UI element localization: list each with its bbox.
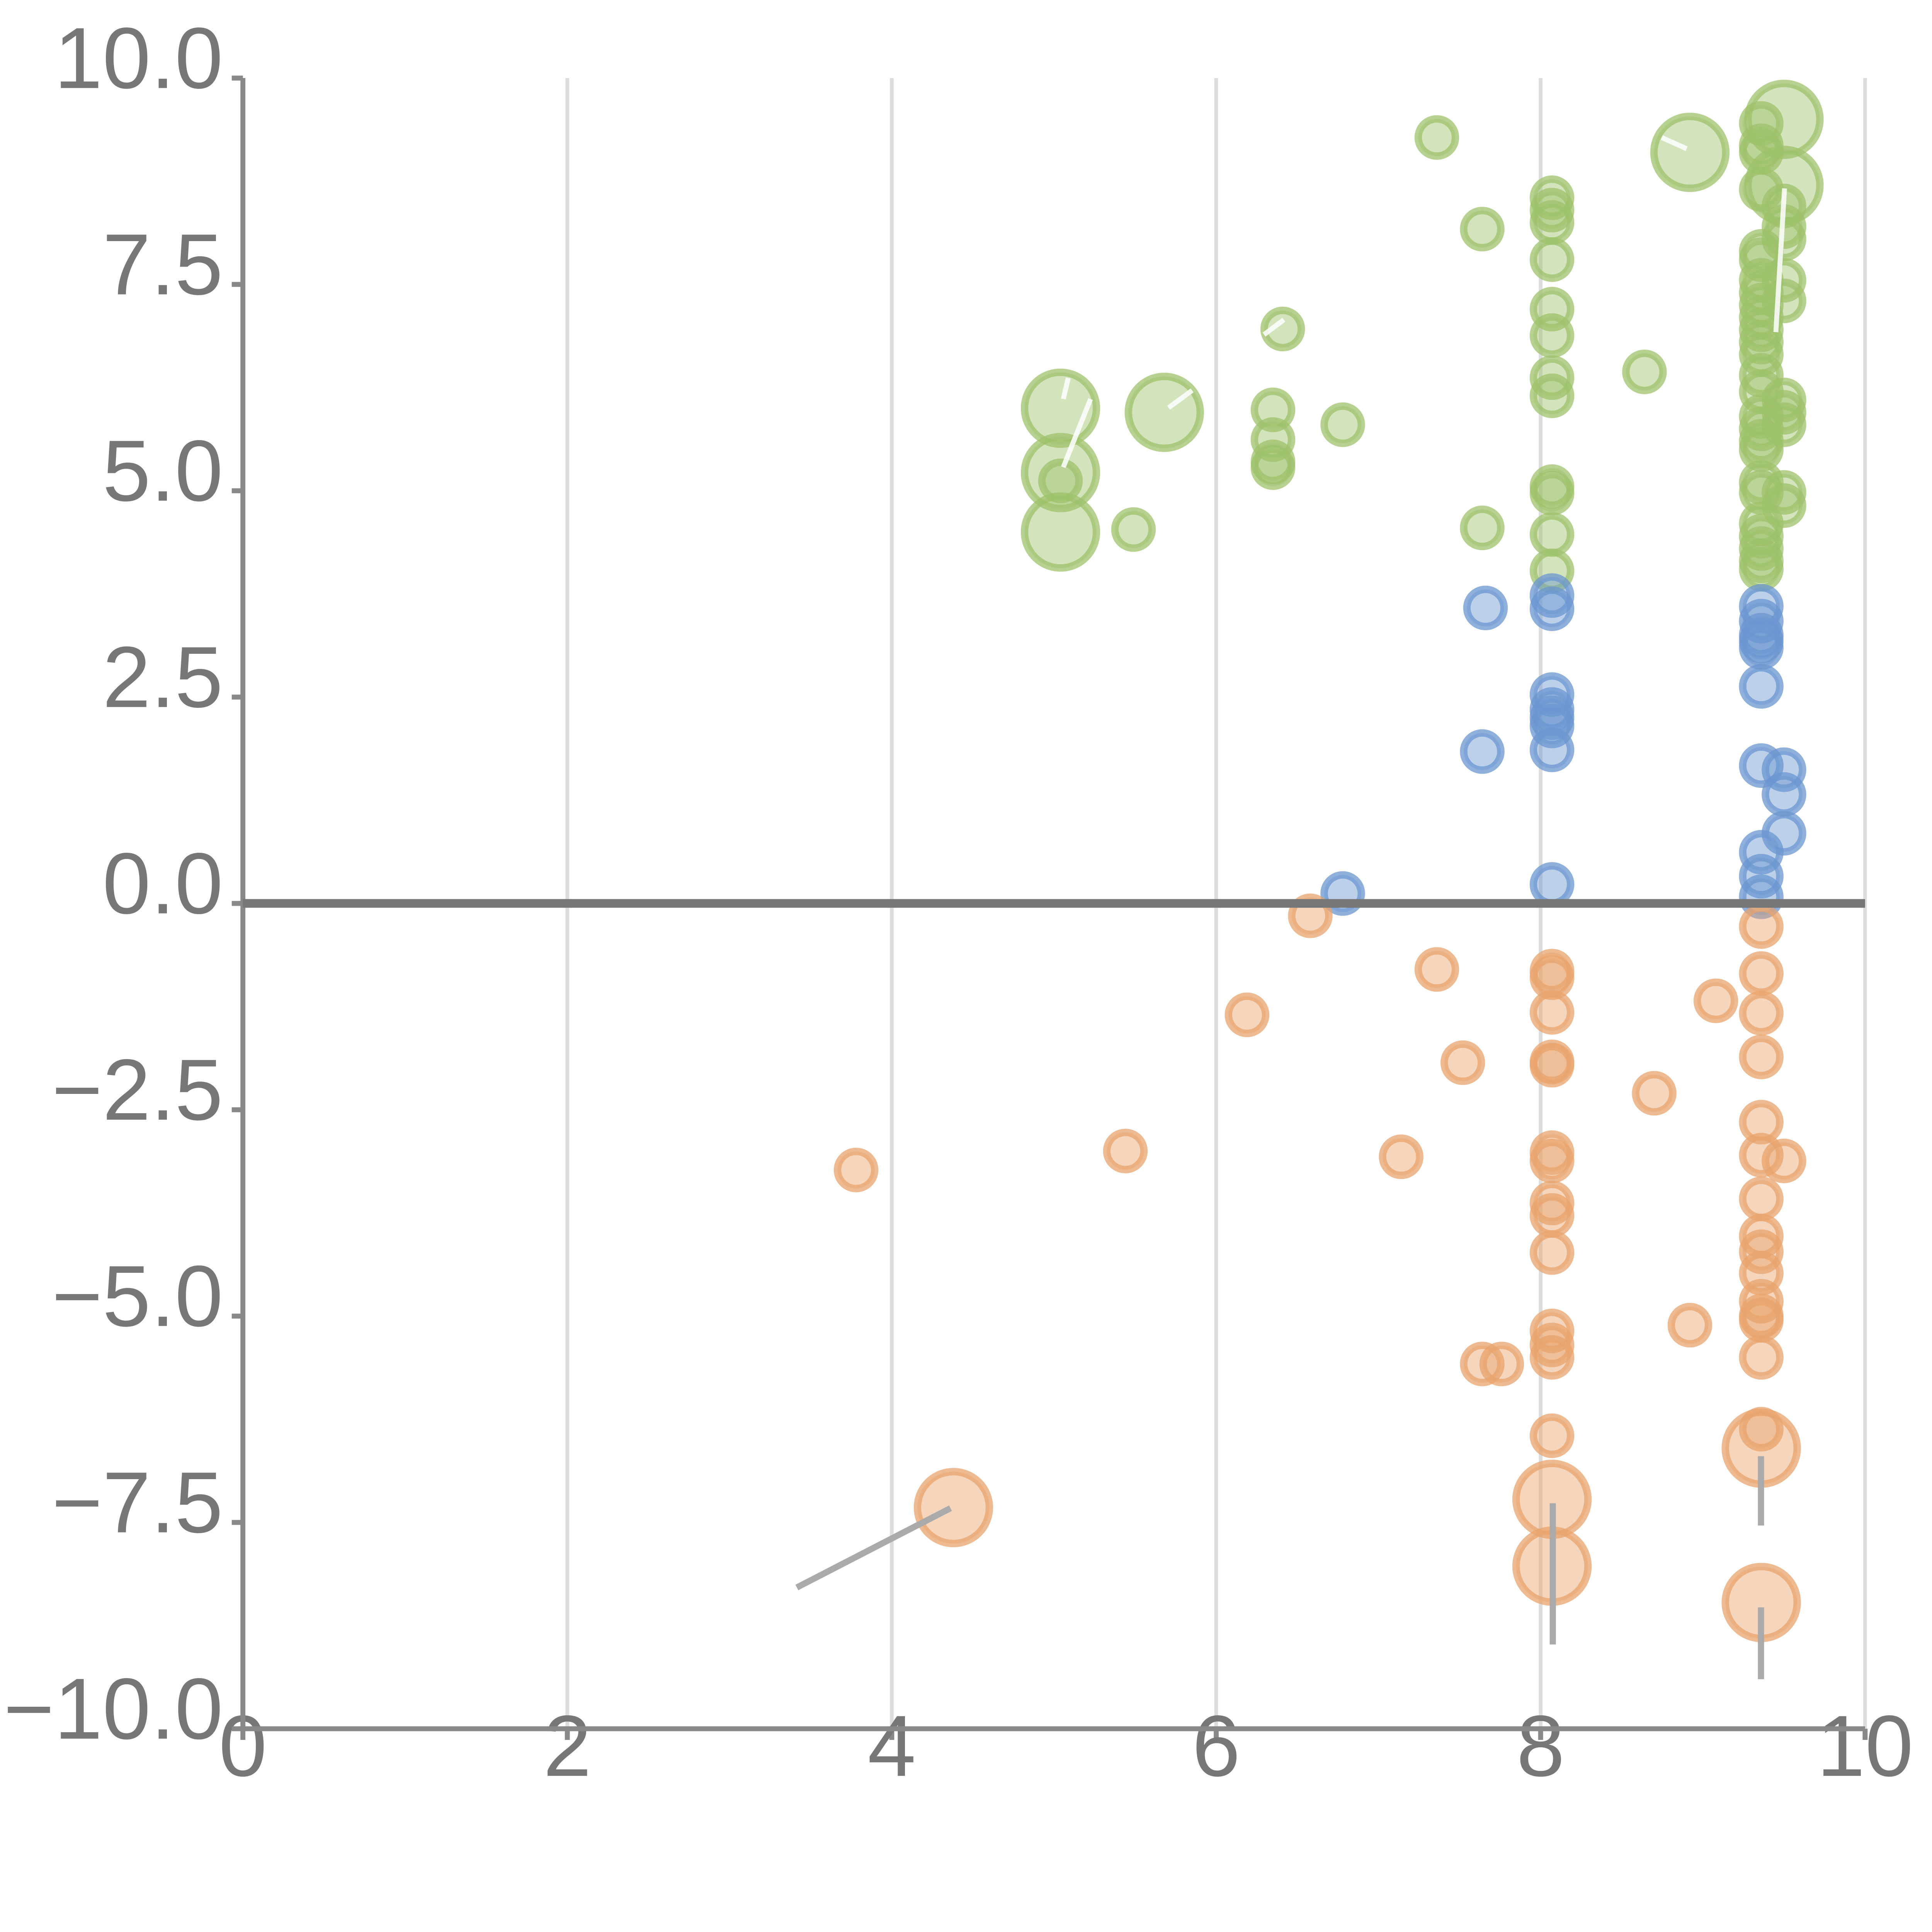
data-point-green: [1529, 471, 1575, 516]
y-tick-label: 10.0: [54, 10, 223, 107]
callout-leader-line: [795, 1505, 952, 1590]
data-point-green: [1622, 349, 1667, 395]
x-tick-label: 10: [1817, 1697, 1913, 1794]
data-point-orange: [1739, 1100, 1784, 1145]
data-point-green: [1529, 188, 1575, 233]
data-point-orange: [1529, 1413, 1575, 1458]
data-point-green: [1529, 373, 1575, 418]
x-tick-label: 8: [1517, 1697, 1565, 1794]
data-point-green: [1529, 313, 1575, 358]
data-point-green: [1414, 115, 1459, 160]
data-point-green: [1529, 200, 1575, 245]
y-tick-label: −2.5: [52, 1041, 223, 1138]
data-point-green: [1739, 320, 1784, 365]
data-point-orange: [1414, 947, 1459, 992]
data-point-orange: [1529, 1193, 1575, 1238]
data-point-green: [1529, 512, 1575, 557]
data-point-green: [1124, 372, 1204, 452]
x-tick-label: 6: [1192, 1697, 1240, 1794]
data-point-orange: [1632, 1071, 1677, 1116]
callout-leader-line: [1167, 388, 1194, 410]
data-point-orange: [1739, 991, 1784, 1036]
data-point-green: [1020, 492, 1100, 572]
data-point-orange: [1440, 1040, 1485, 1085]
data-point-orange: [1479, 1342, 1524, 1386]
data-point-green: [1250, 445, 1296, 490]
data-point-orange: [913, 1468, 993, 1548]
data-point-green: [1762, 470, 1806, 515]
data-point-orange: [1529, 1230, 1575, 1275]
data-point-orange: [1529, 1180, 1575, 1226]
data-point-green: [1529, 237, 1575, 282]
data-point-orange: [1739, 1335, 1784, 1380]
data-point-green: [1460, 207, 1505, 252]
data-point-orange: [1739, 1298, 1784, 1343]
data-point-blue: [1460, 729, 1505, 774]
callout-leader-line: [1661, 135, 1688, 151]
y-tick-label: 5.0: [102, 422, 223, 519]
data-point-blue: [1529, 573, 1575, 618]
data-point-blue: [1762, 772, 1806, 817]
data-point-orange: [1103, 1129, 1148, 1173]
data-point-orange: [833, 1148, 879, 1192]
data-point-orange: [1529, 1138, 1575, 1184]
data-point-green: [1739, 427, 1784, 472]
y-tick-label: 7.5: [102, 216, 223, 313]
data-point-blue: [1529, 862, 1575, 907]
data-point-orange: [1379, 1134, 1423, 1179]
callout-layer: [795, 135, 1787, 1679]
data-point-blue: [1739, 664, 1784, 709]
data-point-green: [1320, 402, 1365, 447]
y-tick-label: 0.0: [102, 835, 223, 932]
data-point-orange: [1529, 1323, 1575, 1367]
data-point-orange: [1739, 951, 1784, 996]
data-point-orange: [1762, 1138, 1806, 1184]
data-point-orange: [1529, 990, 1575, 1035]
bubble-layer: [833, 80, 1824, 1642]
y-tick-label: 2.5: [102, 629, 223, 726]
data-point-green: [1111, 507, 1156, 552]
callout-leader-line: [1773, 188, 1787, 332]
y-tick-label: −5.0: [52, 1248, 223, 1345]
y-tick-label: −10.0: [3, 1660, 223, 1757]
data-point-green: [1250, 387, 1296, 432]
data-point-blue: [1529, 728, 1575, 772]
data-point-orange: [1739, 904, 1784, 949]
callout-leader-line: [1262, 318, 1286, 337]
callout-leader-line: [1061, 377, 1071, 400]
data-point-orange: [1225, 992, 1270, 1037]
data-point-blue: [1463, 585, 1508, 631]
data-point-green: [1650, 112, 1730, 192]
data-point-orange: [1529, 1043, 1575, 1088]
data-point-green: [1460, 505, 1505, 550]
data-point-orange: [1667, 1303, 1713, 1348]
data-point-green: [1739, 547, 1784, 592]
y-tick-label: −7.5: [52, 1454, 223, 1551]
data-point-orange: [1739, 1034, 1784, 1080]
data-point-orange: [1739, 1176, 1784, 1221]
x-tick-label: 4: [867, 1697, 916, 1794]
data-point-green: [1260, 306, 1305, 352]
data-point-blue: [1529, 586, 1575, 631]
data-point-orange: [1693, 978, 1738, 1023]
callout-leader-line: [1061, 398, 1093, 468]
data-point-orange: [1529, 1335, 1575, 1380]
data-point-blue: [1739, 625, 1784, 670]
x-tick-label: 2: [543, 1697, 592, 1794]
